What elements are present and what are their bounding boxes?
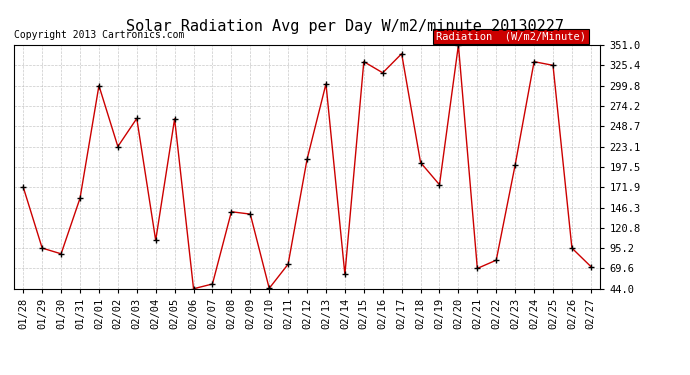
Text: Copyright 2013 Cartronics.com: Copyright 2013 Cartronics.com (14, 30, 184, 40)
Text: Radiation  (W/m2/Minute): Radiation (W/m2/Minute) (436, 32, 586, 41)
Text: Solar Radiation Avg per Day W/m2/minute 20130227: Solar Radiation Avg per Day W/m2/minute … (126, 19, 564, 34)
